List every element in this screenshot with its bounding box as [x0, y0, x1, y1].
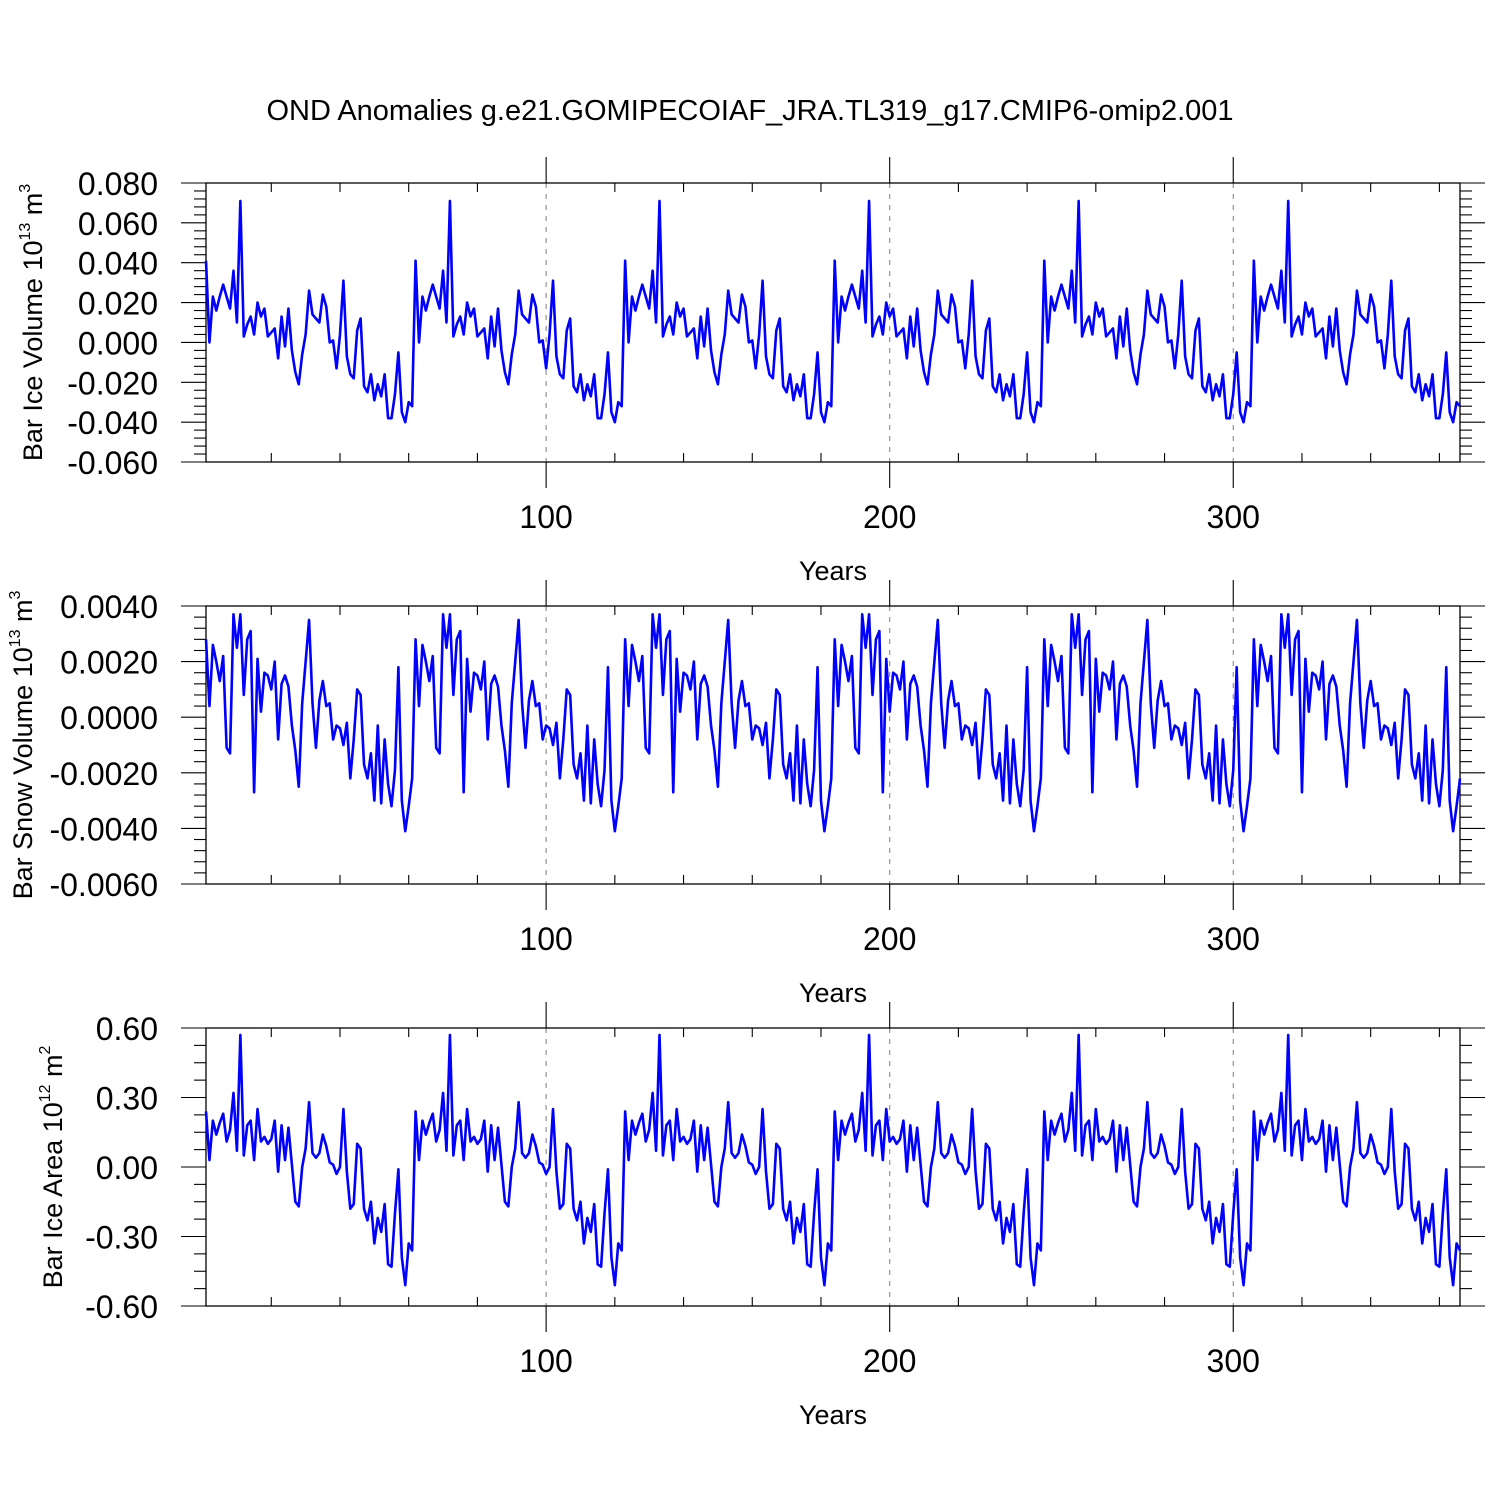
y-axis-label-unit: m [8, 599, 38, 629]
x-tick-label: 100 [519, 1343, 572, 1379]
x-axis-label: Years [799, 556, 867, 586]
y-tick-label: -0.0060 [49, 867, 158, 903]
y-axis-label-unit-exponent: 3 [7, 590, 24, 599]
y-tick-label: -0.30 [85, 1220, 158, 1256]
y-axis-label-text: Bar Snow Volume 10 [8, 647, 38, 899]
y-tick-label: 0.60 [96, 1011, 158, 1047]
y-tick-label: 0.0040 [60, 589, 158, 625]
x-tick-label: 300 [1207, 1343, 1260, 1379]
chart-panel-3: 100 200 300 -0.60 -0.30 0.00 0.30 0.60 Bar Ice A… [37, 1002, 1485, 1430]
y-axis-label: Bar Snow Volume 1013 m3 [7, 590, 38, 899]
y-tick-label: 0.040 [78, 246, 158, 282]
plot-frame [205, 605, 1461, 885]
x-tick-label: 200 [863, 921, 916, 957]
y-axis-label-unit: m [38, 1054, 68, 1084]
y-tick-label: 0.000 [78, 325, 158, 361]
y-axis-label-unit-exponent: 3 [17, 184, 34, 193]
y-tick-label: -0.0020 [49, 756, 158, 792]
y-axis-label-unit: m [18, 193, 48, 223]
y-axis-label: Bar Ice Volume 1013 m3 [17, 184, 48, 461]
figure-title: OND Anomalies g.e21.GOMIPECOIAF_JRA.TL31… [266, 95, 1233, 127]
y-tick-label: 0.060 [78, 206, 158, 242]
y-axis-label-exponent: 13 [17, 223, 34, 241]
plot-frame [205, 182, 1461, 463]
chart-panel-1: 100 200 300 -0.060 -0.040 -0.020 0.0000.020 0.0… [17, 157, 1485, 586]
x-tick-label: 200 [863, 1343, 916, 1379]
y-tick-label: 0.30 [96, 1081, 158, 1117]
data-series-line [204, 199, 1461, 424]
x-axis-label: Years [799, 978, 867, 1008]
chart-panel-2: 100 200 300 -0.0060 -0.0040 -0.0020 0.0000 0.00… [7, 580, 1485, 1008]
y-tick-label: -0.60 [85, 1289, 158, 1325]
y-axis-label: Bar Ice Area 1012 m2 [37, 1045, 68, 1288]
y-axis-label-text: Bar Ice Area 10 [38, 1102, 68, 1288]
x-tick-label: 100 [519, 921, 572, 957]
data-series-line [204, 1033, 1462, 1287]
x-tick-label: 300 [1207, 499, 1260, 535]
y-tick-label: -0.020 [67, 365, 158, 401]
y-tick-label: 0.0000 [60, 700, 158, 736]
data-series-line [204, 613, 1462, 833]
y-tick-label: 0.0020 [60, 645, 158, 681]
y-tick-label: 0.020 [78, 286, 158, 322]
y-tick-label: 0.00 [96, 1150, 158, 1186]
y-axis-label-text: Bar Ice Volume 10 [18, 241, 48, 462]
y-tick-label: -0.0040 [49, 811, 158, 847]
y-axis-label-exponent: 12 [37, 1084, 54, 1102]
x-tick-label: 200 [863, 499, 916, 535]
panels: 100 200 300 -0.060 -0.040 -0.020 0.0000.020 0.0… [7, 157, 1485, 1430]
x-tick-label: 100 [519, 499, 572, 535]
y-axis-label-unit-exponent: 2 [37, 1045, 54, 1054]
x-axis-label: Years [799, 1400, 867, 1430]
y-tick-label: -0.060 [67, 445, 158, 481]
y-tick-label: -0.040 [67, 405, 158, 441]
x-tick-label: 300 [1207, 921, 1260, 957]
y-axis-label-exponent: 13 [7, 629, 24, 647]
y-tick-label: 0.080 [78, 166, 158, 202]
